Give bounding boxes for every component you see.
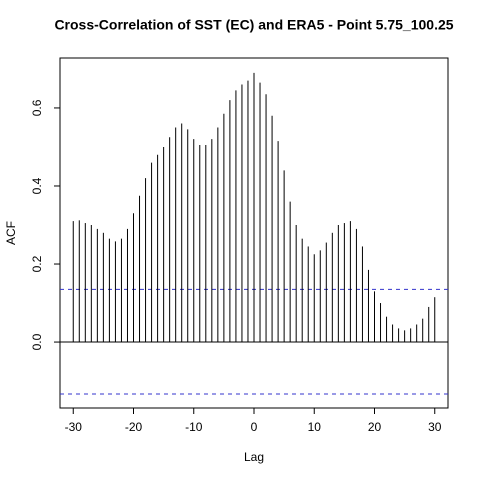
y-tick-label: 0.6 — [30, 99, 44, 116]
x-tick-label: -10 — [185, 420, 203, 434]
x-axis-label: Lag — [244, 450, 264, 464]
y-tick-label: 0.4 — [30, 177, 44, 194]
y-tick-label: 0.2 — [30, 255, 44, 272]
x-tick-label: -30 — [65, 420, 83, 434]
x-tick-label: 10 — [308, 420, 322, 434]
x-tick-label: 0 — [251, 420, 258, 434]
x-tick-label: 30 — [428, 420, 442, 434]
y-axis-label: ACF — [4, 221, 18, 245]
x-tick-label: 20 — [368, 420, 382, 434]
chart-title: Cross-Correlation of SST (EC) and ERA5 -… — [54, 17, 453, 33]
x-tick-label: -20 — [125, 420, 143, 434]
y-tick-label: 0.0 — [30, 333, 44, 350]
